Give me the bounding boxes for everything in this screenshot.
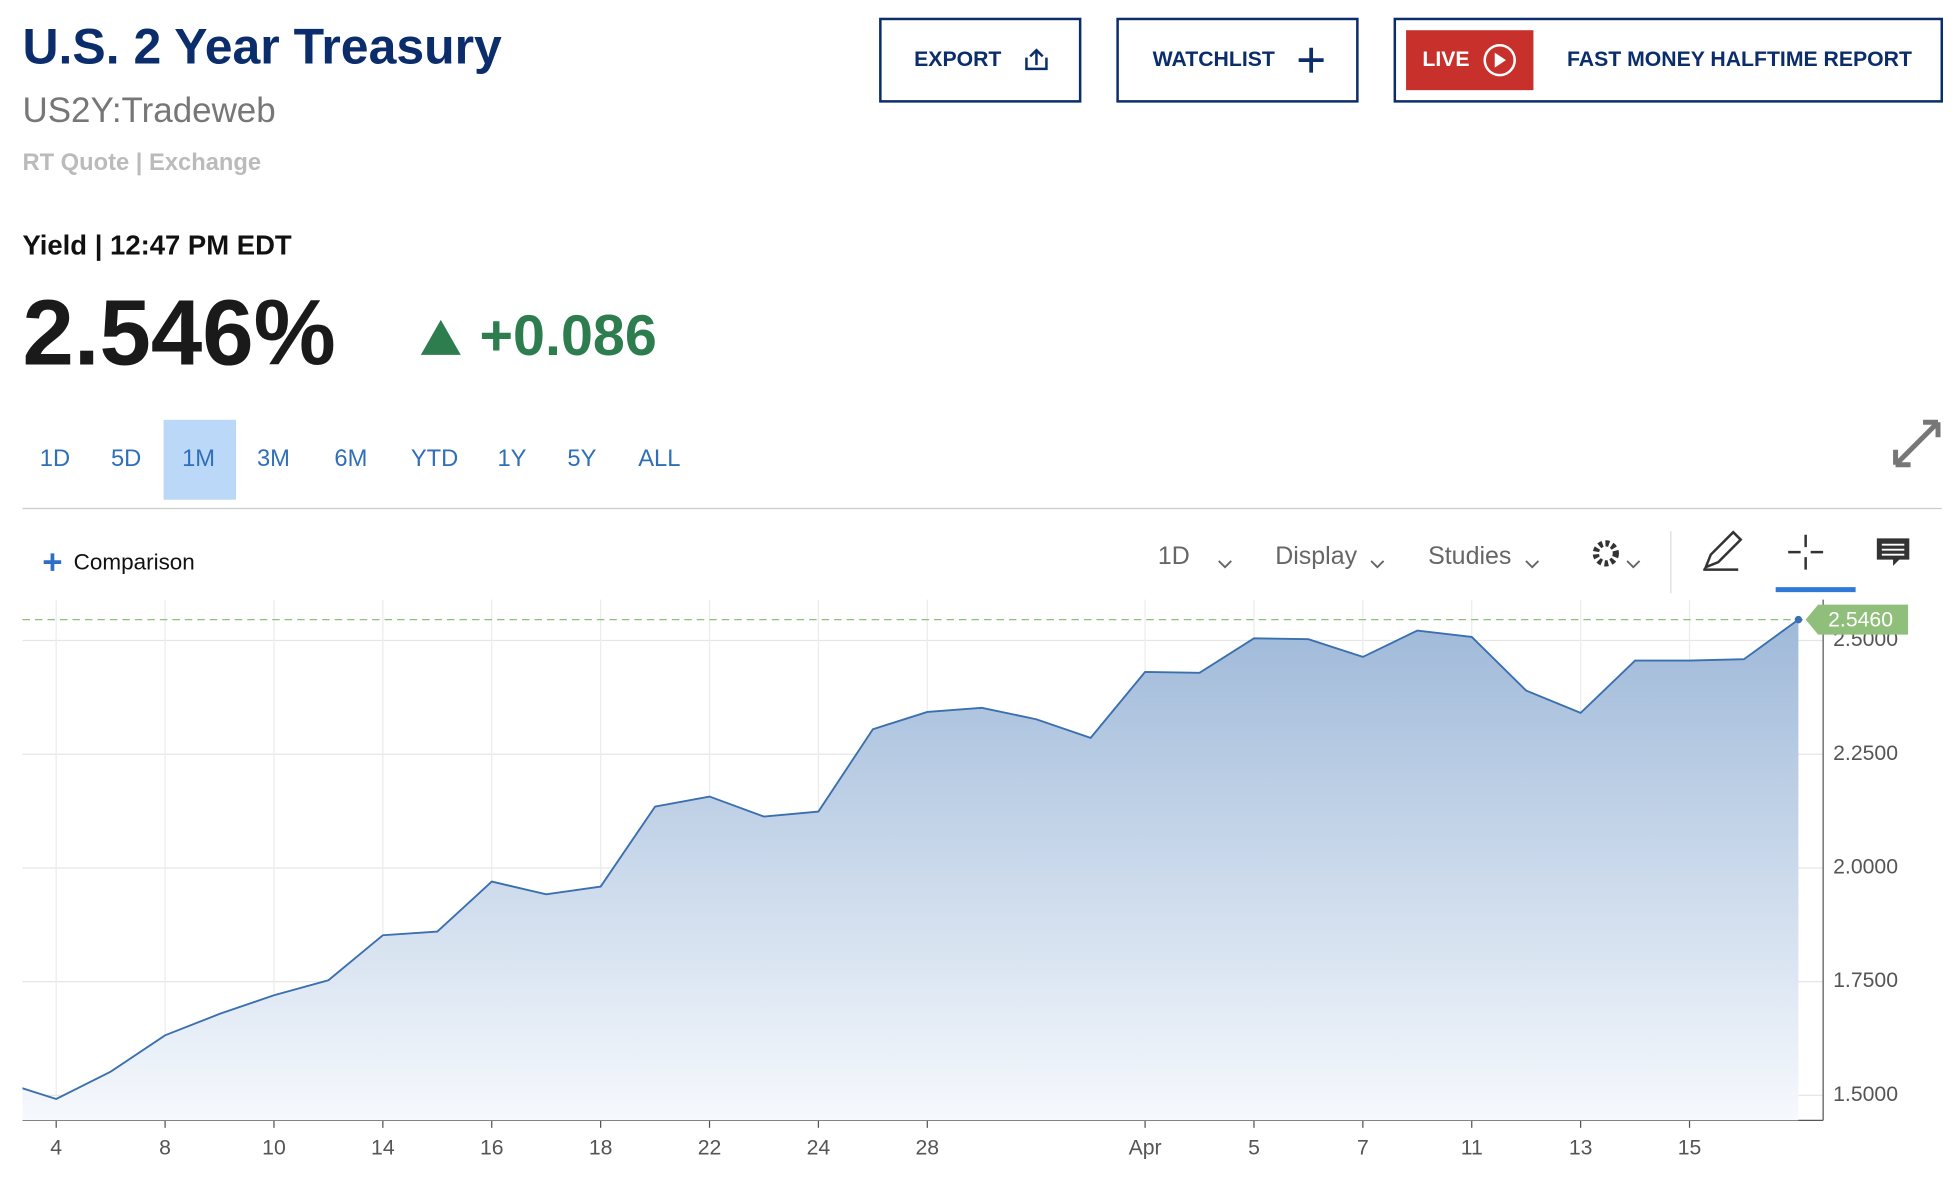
settings-icon[interactable] (1592, 540, 1619, 567)
studies[interactable]: Studies (1428, 542, 1511, 570)
comment-icon[interactable] (1876, 538, 1910, 566)
current-label: 2.5460 (1828, 608, 1893, 631)
range-tab[interactable]: 5D (111, 446, 141, 472)
x-tick-label: 13 (1569, 1137, 1593, 1160)
display[interactable]: Display (1275, 542, 1357, 570)
range-selected (163, 419, 237, 500)
range-tab[interactable]: 1M (182, 446, 215, 472)
range-tab[interactable]: 3M (257, 446, 290, 472)
title: U.S. 2 Year Treasury (22, 18, 502, 74)
comment-lines (1881, 543, 1905, 556)
interval[interactable]: 1D (1158, 542, 1190, 570)
y-tick-label: 2.0000 (1833, 856, 1898, 879)
x-tick-label: 4 (50, 1137, 62, 1160)
x-tick-label: 28 (915, 1137, 939, 1160)
range-tab[interactable]: 6M (334, 446, 367, 472)
symbol: US2Y:Tradeweb (22, 91, 275, 130)
range-tab[interactable]: 1D (40, 446, 70, 472)
x-tick-label: 11 (1461, 1137, 1483, 1160)
draw-icon[interactable] (1703, 530, 1743, 571)
active-tool (1775, 587, 1856, 593)
x-tick-label: 22 (698, 1137, 722, 1160)
x-tick-label: 24 (807, 1137, 831, 1160)
watchlist-label[interactable]: WATCHLIST (1153, 48, 1275, 71)
y-tick-label: 2.2500 (1833, 742, 1898, 765)
crosshair-icon[interactable] (1788, 534, 1824, 570)
x-tick-label: 14 (371, 1137, 395, 1160)
export-icon (1025, 48, 1048, 71)
range-tab[interactable]: YTD (411, 446, 458, 472)
area (22, 619, 1799, 1121)
plus-icon (1298, 47, 1324, 73)
export-label[interactable]: EXPORT (914, 48, 1001, 71)
x-tick-label: 16 (480, 1137, 504, 1160)
current-tag (1805, 604, 1909, 635)
live-show[interactable]: FAST MONEY HALFTIME REPORT (1567, 48, 1912, 71)
last-point (1794, 615, 1803, 624)
price: 2.546% (22, 280, 335, 384)
live-badge (1406, 30, 1534, 91)
quote-label: Yield | 12:47 PM EDT (22, 230, 291, 261)
range-tab[interactable]: ALL (638, 446, 680, 472)
x-tick-label: 5 (1248, 1137, 1260, 1160)
change: +0.086 (480, 304, 657, 368)
quote-type: RT Quote | Exchange (22, 150, 261, 176)
x-tick-label: Apr (1129, 1137, 1162, 1160)
x-tick-label: 15 (1678, 1137, 1702, 1160)
x-tick-label: 8 (159, 1137, 171, 1160)
x-tick-label: 10 (262, 1137, 286, 1160)
x-tick-label: 7 (1357, 1137, 1369, 1160)
expand-icon[interactable] (1893, 419, 1941, 468)
comparison[interactable]: Comparison (74, 549, 195, 574)
range-tab[interactable]: 5Y (567, 446, 596, 472)
plus-icon (43, 553, 62, 571)
x-tick-label: 18 (589, 1137, 613, 1160)
up-arrow (420, 319, 461, 355)
range-tab[interactable]: 1Y (497, 446, 526, 472)
line (22, 618, 1799, 1100)
y-tick-label: 1.5000 (1833, 1083, 1898, 1106)
series (22, 618, 1799, 1121)
y-tick-label: 1.7500 (1833, 969, 1898, 992)
play-triangle (1494, 52, 1506, 68)
play-icon (1483, 43, 1516, 77)
chevrons (1218, 560, 1641, 569)
live-label: LIVE (1422, 48, 1469, 71)
